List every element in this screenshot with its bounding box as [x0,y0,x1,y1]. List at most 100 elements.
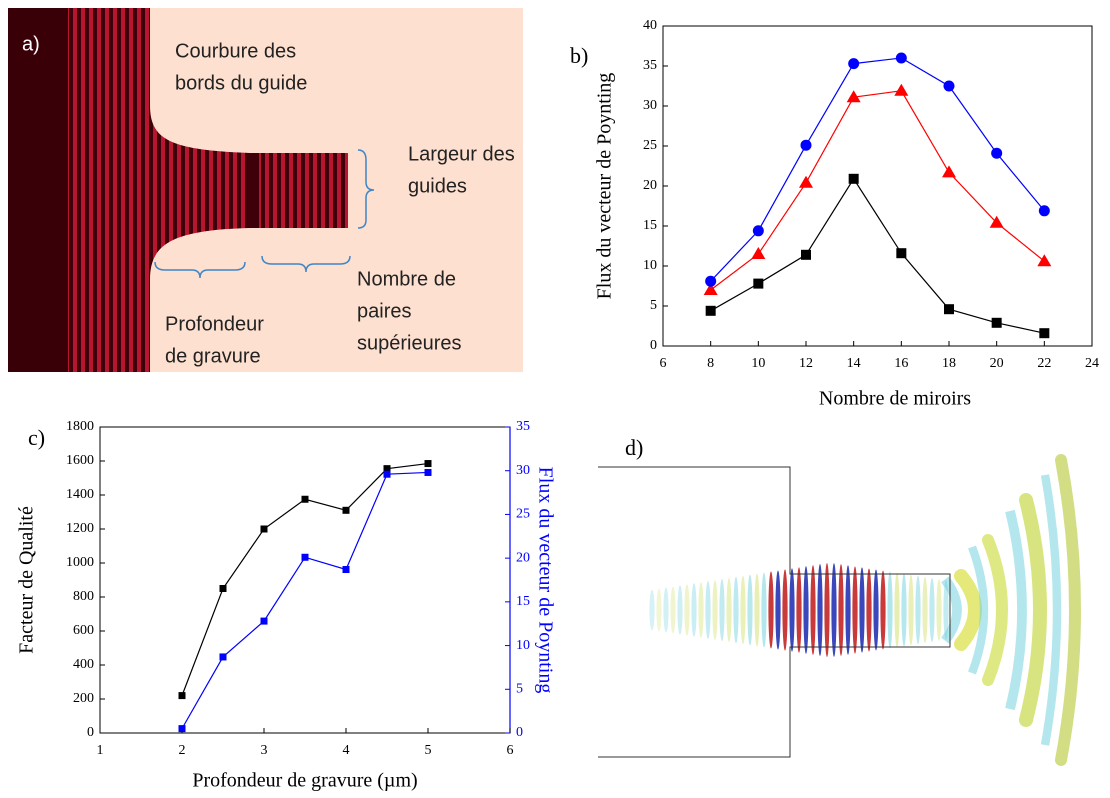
y-tick-label: 400 [73,657,94,672]
marker [800,139,812,151]
x-tick-label: 2 [179,743,186,758]
marker [342,506,350,514]
x-tick-label: 22 [1037,356,1051,371]
marker [896,248,907,259]
annotation: guides [408,175,467,197]
marker [895,52,907,64]
waveguide [68,8,348,372]
field-fringe [880,570,886,650]
y2-tick-label: 10 [516,638,530,653]
field-wavefront [1019,493,1047,727]
marker [943,80,955,92]
x-tick-label: 24 [1085,356,1099,371]
y-tick-label: 20 [643,178,657,193]
field-fringe [691,583,697,637]
y-tick-label: 800 [73,589,94,604]
braces [154,149,375,279]
field-fringe [859,567,865,653]
field-fringe [873,569,879,651]
annotation: paires [357,300,411,322]
series-line [710,177,1045,334]
marker [703,283,718,295]
x-tick-label: 20 [990,356,1004,371]
field-fringe [782,569,788,651]
field-wavefront [1040,474,1062,746]
field-fringe [929,578,935,642]
panel-label: c) [28,425,45,450]
field-fringe [915,575,921,645]
x-tick-label: 12 [799,356,813,371]
y-tick-label: 30 [643,98,657,113]
field-fringe [740,575,746,645]
marker [1038,205,1050,217]
marker [846,90,861,103]
field-fringe [796,567,802,653]
panel-label: a) [22,33,40,55]
field-fringe [908,574,914,646]
x-axis-title: Profondeur de gravure (µm) [192,770,417,792]
y-tick-label: 1600 [66,453,94,468]
panel-d: d) [598,435,1081,766]
x-tick-label: 1 [97,743,104,758]
y-axis-title: Flux du vecteur de Poynting [594,73,616,300]
y2-tick-label: 5 [516,682,523,697]
field-fringe [719,579,725,641]
y2-axis-title: Flux du vecteur de Poynting [534,467,556,694]
x-axis-title: Nombre de miroirs [819,388,971,410]
field-fringe [838,564,844,656]
y-tick-label: 25 [643,138,657,153]
y-tick-label: 1200 [66,521,94,536]
annotation: de gravure [165,345,261,367]
field-fringe [824,562,830,658]
field-fringe [677,585,683,635]
marker [944,304,954,315]
y-tick-label: 5 [650,298,657,313]
marker [991,317,1002,328]
field-wavefront [1005,509,1027,711]
y2-tick-label: 25 [516,507,530,522]
field-fringe [775,570,781,650]
field-fringe [768,571,774,649]
marker [991,147,1003,159]
marker [1039,328,1050,339]
field-fringe [761,572,767,648]
panel-label: b) [570,43,588,68]
field-fringe [754,573,760,647]
y-tick-label: 200 [73,691,94,706]
field-fringe [852,566,858,654]
field-fringe [831,563,837,657]
marker [301,553,309,561]
field-fringe [649,589,655,631]
field-fringe [747,574,753,646]
field-fringe [943,580,949,640]
annotation: bords du guide [175,72,307,94]
marker [705,305,716,316]
plot-frame [99,426,511,734]
annotation: Nombre de [357,268,456,290]
field-fringe [894,572,900,648]
panel-label: d) [625,435,643,460]
marker [178,725,186,733]
field-fringe [922,577,928,643]
field-fringe [712,580,718,640]
annotation: Largeur des [408,143,515,165]
field-fringe [789,568,795,652]
field-fringe [684,584,690,636]
marker [219,653,227,661]
marker [178,692,186,700]
field-fringe [810,565,816,655]
marker [801,249,811,260]
x-tick-label: 16 [894,356,908,371]
marker [752,225,764,237]
marker [848,173,859,184]
field-fringe [656,588,662,632]
marker [989,215,1004,228]
field-fringe [845,565,851,655]
annotation: Profondeur [165,313,264,335]
x-tick-label: 6 [507,743,514,758]
field-fringe [887,571,893,649]
y-tick-label: 40 [643,18,657,33]
annotation: Courbure des [175,40,296,62]
marker [1037,254,1052,267]
